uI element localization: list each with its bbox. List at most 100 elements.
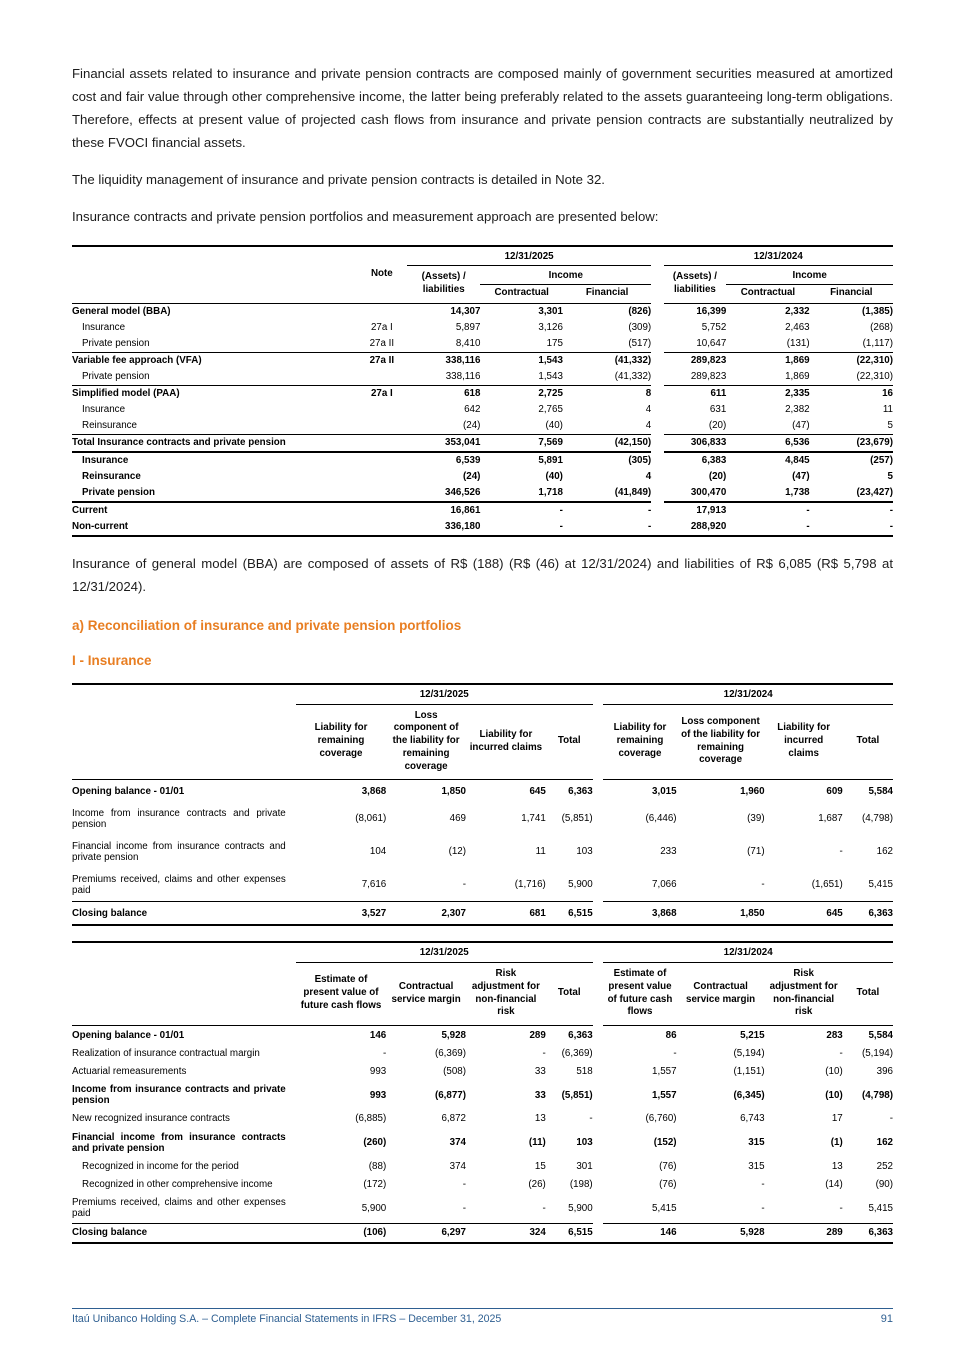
row-label: Private pension: [82, 487, 155, 499]
note-cell: [357, 519, 407, 536]
note-cell: 27a II: [369, 338, 395, 350]
value-cell: (23,427): [856, 487, 894, 499]
value-cell: (131): [786, 338, 810, 350]
assets-liabilities-header: (Assets) / liabilities: [407, 265, 481, 304]
row-label: Current: [72, 500, 357, 519]
table-row: New recognized insurance contracts (6,885…: [72, 1110, 893, 1128]
column-gap: [593, 942, 604, 1025]
value-cell: -: [480, 500, 563, 519]
value-cell: 3,868: [361, 785, 387, 797]
column-gap: [593, 1110, 604, 1128]
value-cell: 1,718: [538, 487, 563, 499]
value-cell: 1,741: [521, 813, 546, 825]
value-cell: 5,584: [868, 1029, 893, 1041]
column-header: Risk adjustment for non-financial risk: [466, 962, 546, 1027]
value-cell: (152): [653, 1137, 677, 1149]
note-cell: [357, 402, 407, 418]
row-label: General model (BBA): [72, 306, 171, 318]
value-cell: 6,363: [568, 785, 593, 797]
insurance-coverage-reconciliation-table: 12/31/2025 12/31/2024 Liability for remain…: [72, 682, 893, 927]
value-cell: 7,569: [480, 433, 563, 453]
value-cell: 6,536: [726, 433, 810, 453]
value-cell: (1,651): [811, 879, 843, 891]
value-cell: (76): [659, 1178, 677, 1190]
value-cell: (508): [443, 1066, 467, 1077]
value-cell: 8: [562, 384, 652, 402]
value-cell: 306,833: [663, 433, 727, 453]
table-row: Reinsurance (24) (40) 4 (20) (47) 5: [72, 469, 893, 485]
value-cell: 645: [764, 901, 843, 926]
column-header: Liability for incurred claims: [466, 704, 546, 781]
row-label: Reinsurance: [82, 471, 141, 483]
row-label: Recognized in income for the period: [82, 1160, 239, 1172]
year-header-2024: 12/31/2024: [603, 683, 893, 705]
value-cell: (257): [870, 455, 893, 467]
table-row: Current 16,861- -17,913- -: [72, 500, 893, 519]
value-cell: 233: [660, 846, 677, 858]
value-cell: (41,849): [614, 487, 652, 499]
value-cell: 162: [876, 846, 893, 858]
value-cell: 645: [529, 785, 546, 797]
value-cell: 338,116: [445, 371, 481, 383]
table-row: Private pension 338,116 1,543 (41,332) 289,8…: [72, 369, 893, 386]
value-cell: (309): [628, 322, 652, 334]
note-cell: [357, 303, 407, 320]
column-gap: [651, 402, 663, 418]
row-label: Opening balance - 01/01: [72, 785, 185, 797]
value-cell: 6,515: [545, 901, 593, 926]
page-footer: Itaú Unibanco Holding S.A. – Complete Fi…: [72, 1308, 893, 1325]
value-cell: 611: [663, 384, 727, 402]
year-header-2025: 12/31/2025: [295, 683, 593, 705]
value-cell: 289,823: [663, 351, 727, 369]
value-cell: 2,332: [785, 306, 810, 318]
table-row: Opening balance - 01/01 146 5,928 289 6,363 8…: [72, 1026, 893, 1045]
column-header: Total: [545, 962, 593, 1027]
value-cell: (47): [792, 471, 810, 483]
row-label: New recognized insurance contracts: [72, 1113, 230, 1125]
note-cell: 27a I: [356, 384, 407, 402]
value-cell: (20): [708, 420, 727, 432]
header-label-spacer: [72, 942, 296, 1027]
value-cell: -: [647, 521, 652, 533]
column-gap: [593, 780, 604, 803]
value-cell: (24): [462, 471, 481, 483]
value-cell: (20): [708, 471, 727, 483]
value-cell: 289: [764, 1222, 843, 1243]
column-gap: [593, 902, 604, 926]
row-label: Premiums received, claims and other expe…: [72, 1197, 286, 1220]
column-gap: [593, 1044, 604, 1062]
value-cell: 6,515: [545, 1222, 593, 1243]
year-header-2025: 12/31/2025: [407, 245, 652, 267]
value-cell: (1): [830, 1137, 843, 1149]
value-cell: 3,126: [538, 322, 563, 334]
value-cell: 469: [449, 813, 467, 825]
value-cell: 7,066: [652, 879, 677, 891]
table-row: Financial income from insurance contract…: [72, 835, 893, 868]
column-header: Loss component of the liability for rema…: [386, 704, 467, 781]
section-heading-reconciliation: a) Reconciliation of insurance and priva…: [72, 617, 462, 633]
value-cell: 15: [534, 1160, 546, 1172]
value-cell: (1,385): [861, 306, 893, 318]
column-gap: [651, 369, 663, 386]
contractual-column-header: Contractual: [726, 284, 810, 304]
value-cell: 5: [887, 420, 893, 432]
value-cell: 396: [876, 1066, 893, 1077]
value-cell: (517): [628, 338, 652, 350]
table-row: Recognized in other comprehensive income…: [72, 1175, 893, 1193]
table-row: Total Insurance contracts and private pe…: [72, 433, 893, 453]
note-cell: 27a II: [356, 351, 407, 369]
column-gap: [593, 1223, 604, 1243]
value-cell: (8,061): [355, 813, 387, 825]
table-row: Insurance 642 2,765 4 631 2,382 11: [72, 402, 893, 418]
value-cell: (4,798): [861, 813, 893, 825]
value-cell: 3,301: [538, 306, 563, 318]
value-cell: (6,369): [434, 1047, 467, 1059]
value-cell: -: [806, 521, 810, 533]
row-label: Income from insurance contracts and priv…: [72, 1084, 286, 1107]
table-row: Variable fee approach (VFA) 27a II 338,116…: [72, 351, 893, 369]
value-cell: 1,960: [740, 785, 765, 797]
value-cell: 17: [831, 1113, 843, 1125]
column-header: Contractual service margin: [386, 962, 467, 1027]
row-label: Reinsurance: [82, 420, 138, 432]
